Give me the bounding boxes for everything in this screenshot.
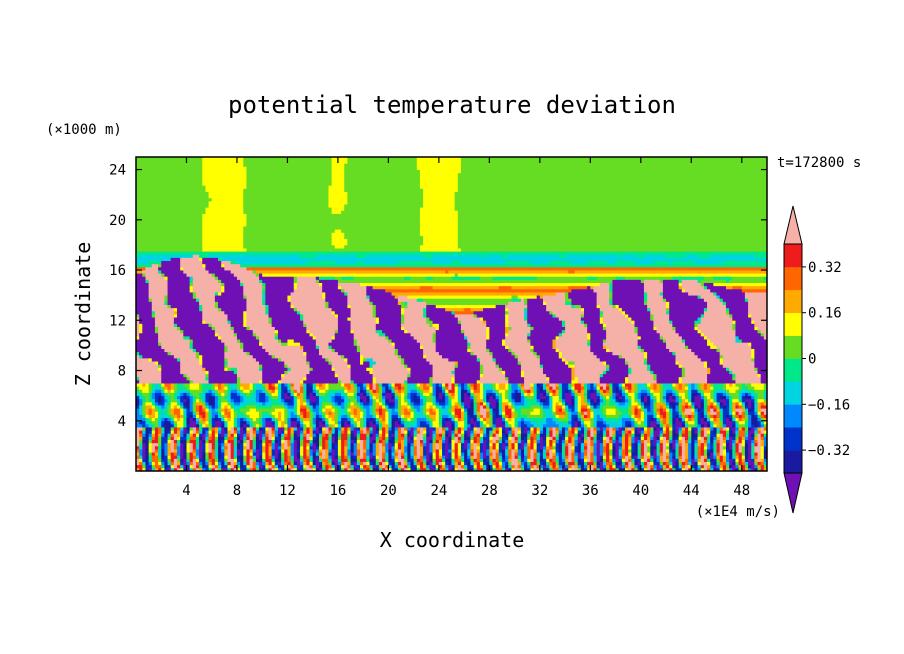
time-label: t=172800 s — [777, 155, 861, 171]
y-tick-label: 20 — [109, 213, 126, 229]
chart-title: potential temperature deviation — [228, 91, 676, 119]
y-axis: 4 8 12 16 20 24 — [109, 163, 767, 430]
colorbar-tick-label: 0 — [808, 352, 816, 368]
x-axis: 4 8 12 16 20 24 28 32 36 40 44 48 — [182, 157, 750, 499]
y-tick-label: 4 — [118, 414, 126, 430]
x-tick-label: 12 — [279, 483, 296, 499]
x-tick-label: 44 — [683, 483, 700, 499]
colorbar-segment — [784, 289, 802, 313]
y-tick-label: 8 — [118, 364, 126, 380]
colorbar-segment — [784, 427, 802, 451]
x-tick-label: 16 — [329, 483, 346, 499]
colorbar-tick-label: 0.32 — [808, 260, 842, 276]
x-tick-label: 32 — [531, 483, 548, 499]
colorbar-segment — [784, 381, 802, 405]
x-units-label: (×1E4 m/s) — [696, 504, 780, 520]
x-axis-label: X coordinate — [380, 528, 525, 552]
x-tick-label: 40 — [632, 483, 649, 499]
x-tick-label: 36 — [582, 483, 599, 499]
y-tick-label: 24 — [109, 163, 126, 179]
colorbar-segment — [784, 335, 802, 359]
y-tick-label: 16 — [109, 263, 126, 279]
colorbar: 0.32 0.16 0 −0.16 −0.32 — [783, 205, 850, 514]
colorbar-tick-label: −0.32 — [808, 443, 850, 459]
colorbar-segment — [784, 266, 802, 291]
x-tick-label: 48 — [733, 483, 750, 499]
colorbar-segment — [784, 244, 802, 268]
x-tick-label: 20 — [380, 483, 397, 499]
colorbar-tick-label: 0.16 — [808, 306, 842, 322]
colorbar-segment — [784, 312, 802, 336]
y-axis-label: Z coordinate — [71, 242, 95, 387]
x-tick-label: 28 — [481, 483, 498, 499]
x-tick-label: 4 — [182, 483, 190, 499]
colorbar-over-triangle — [783, 205, 803, 245]
x-tick-label: 8 — [233, 483, 241, 499]
x-tick-label: 24 — [430, 483, 447, 499]
colorbar-segment — [784, 358, 802, 382]
y-units-label: (×1000 m) — [46, 122, 122, 138]
plot-area — [136, 157, 767, 471]
plot-frame — [135, 156, 768, 472]
colorbar-tick-label: −0.16 — [808, 397, 850, 413]
colorbar-segment — [784, 450, 802, 474]
colorbar-segment — [784, 404, 802, 428]
colorbar-under-triangle — [783, 472, 803, 514]
y-tick-label: 12 — [109, 313, 126, 329]
